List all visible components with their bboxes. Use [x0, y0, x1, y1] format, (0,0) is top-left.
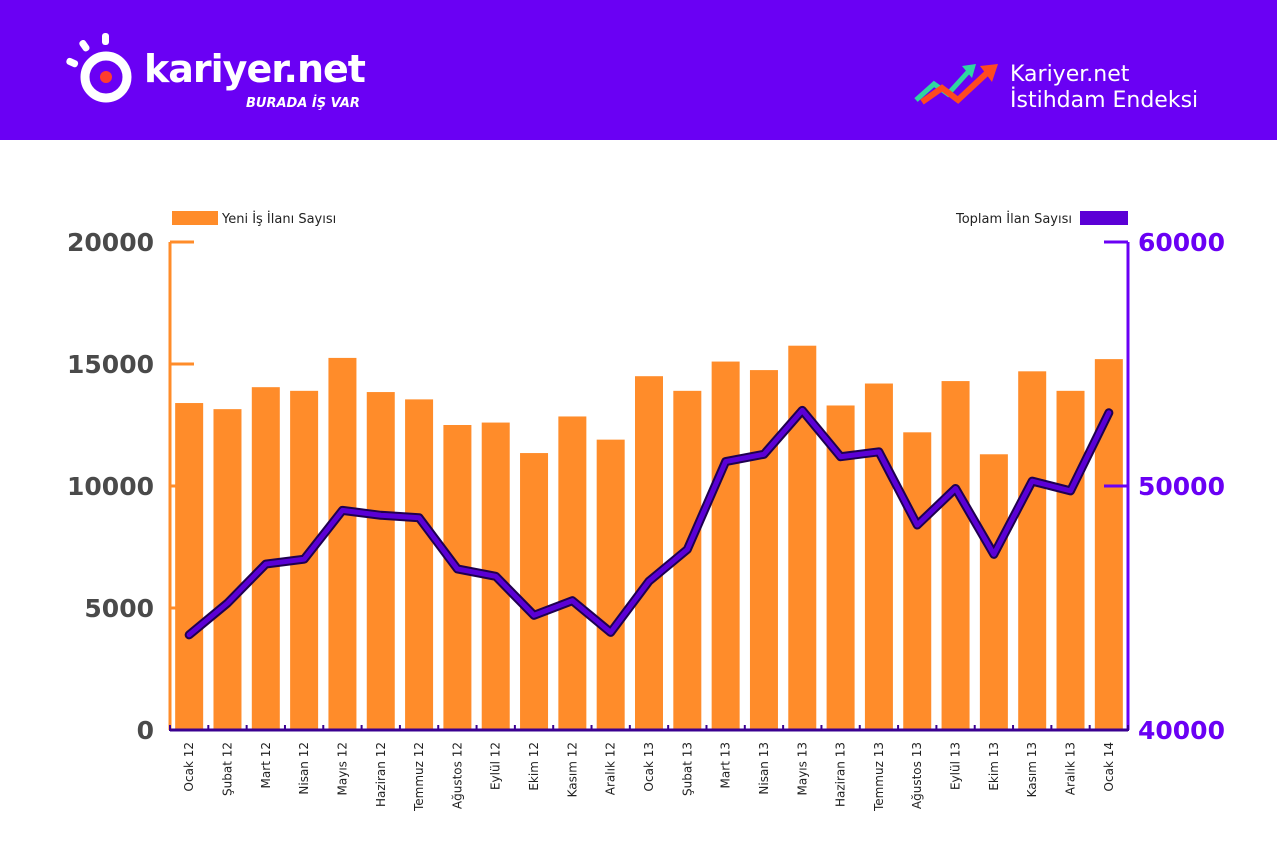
line-point-5 — [340, 508, 345, 513]
bar-19 — [864, 383, 893, 730]
line-point-19 — [876, 449, 881, 454]
bar-13 — [635, 376, 663, 730]
line-point-21 — [953, 486, 958, 491]
bar-11 — [558, 416, 587, 730]
x-tick-label: Temmuz 13 — [872, 742, 886, 812]
left-tick-label: 10000 — [67, 472, 154, 501]
line-point-16 — [761, 452, 766, 457]
left-axis: 0 5000 10000 15000 20000 — [67, 228, 194, 745]
x-tick-label: Mart 13 — [719, 742, 733, 788]
line-point-23 — [1030, 479, 1035, 484]
index-title: Kariyer.net İstihdam Endeksi — [1010, 62, 1198, 114]
line-point-25 — [1106, 410, 1111, 415]
bar-10 — [520, 453, 549, 730]
x-tick-label: Aralık 12 — [604, 742, 618, 795]
x-tick-label: Ağustos 12 — [450, 742, 464, 809]
x-tick-label: Temmuz 12 — [412, 742, 426, 812]
dual-axis-chart: 0 5000 10000 15000 20000 40000 50000 60000 Oca… — [67, 211, 1225, 812]
x-tick-label: Ocak 13 — [642, 742, 656, 791]
bar-5 — [328, 357, 357, 730]
bar-6 — [366, 392, 395, 730]
line-point-8 — [455, 566, 460, 571]
x-tick-label: Haziran 13 — [834, 742, 848, 807]
bar-8 — [443, 425, 472, 730]
x-tick-label: Eylül 12 — [489, 742, 503, 790]
x-tick-label: Ocak 14 — [1102, 742, 1116, 791]
bar-1 — [175, 403, 204, 730]
x-tick-label: Ekim 12 — [527, 742, 541, 791]
bar-15 — [711, 361, 740, 730]
index-title-line1: Kariyer.net — [1010, 62, 1130, 87]
line-point-17 — [800, 408, 805, 413]
trend-arrows-icon — [914, 64, 998, 105]
left-tick-label: 0 — [137, 716, 154, 745]
line-point-20 — [915, 523, 920, 528]
bar-21 — [941, 381, 970, 730]
bar-17 — [788, 345, 817, 730]
line-series-group — [184, 405, 1114, 640]
x-tick-label: Aralık 13 — [1064, 742, 1078, 795]
line-point-11 — [570, 598, 575, 603]
x-tick-label: Kasım 12 — [565, 742, 579, 797]
line-point-18 — [838, 454, 843, 459]
x-tick-label: Nisan 12 — [297, 742, 311, 795]
line-point-1 — [187, 632, 192, 637]
line-point-15 — [723, 459, 728, 464]
legend-label-line: Toplam İlan Sayısı — [955, 211, 1072, 227]
line-point-22 — [991, 552, 996, 557]
legend-label-bars: Yeni İş İlanı Sayısı — [221, 211, 336, 227]
x-tick-label: Kasım 13 — [1025, 742, 1039, 797]
x-tick-label: Ocak 12 — [182, 742, 196, 791]
x-axis: Ocak 12 Şubat 12 Mart 12 Nisan 12 Mayıs 12 Ha… — [169, 725, 1129, 812]
line-point-2 — [225, 601, 230, 606]
header-banner: kariyer.net BURADA İŞ VAR Kariyer.net İs… — [0, 0, 1277, 140]
left-tick-label: 5000 — [84, 594, 154, 623]
x-tick-label: Ağustos 13 — [910, 742, 924, 809]
x-tick-label: Mayıs 13 — [795, 742, 809, 795]
left-tick-label: 20000 — [67, 228, 154, 257]
x-tick-label: Mart 12 — [259, 742, 273, 788]
right-tick-label: 40000 — [1138, 716, 1225, 745]
index-title-line2: İstihdam Endeksi — [1010, 88, 1199, 113]
bar-2 — [213, 409, 242, 730]
bar-20 — [903, 432, 932, 730]
line-point-13 — [647, 579, 651, 584]
right-tick-label: 60000 — [1138, 228, 1225, 257]
right-axis: 40000 50000 60000 — [1104, 228, 1225, 745]
x-tick-label: Haziran 12 — [374, 742, 388, 807]
line-point-6 — [378, 513, 383, 518]
bar-23 — [1018, 371, 1047, 730]
line-point-14 — [685, 547, 690, 552]
bar-24 — [1056, 390, 1085, 730]
line-point-9 — [493, 574, 498, 579]
left-tick-label: 15000 — [67, 350, 154, 379]
brand-slogan: BURADA İŞ VAR — [246, 96, 360, 111]
x-tick-label: Mayıs 12 — [335, 742, 349, 795]
legend: Yeni İş İlanı Sayısı Toplam İlan Sayısı — [172, 211, 1128, 227]
x-tick-label: Şubat 13 — [680, 742, 694, 796]
x-tick-label: Eylül 13 — [949, 742, 963, 790]
line-point-10 — [532, 613, 537, 618]
bar-16 — [749, 370, 778, 730]
line-point-12 — [608, 630, 613, 635]
legend-swatch-bars — [172, 211, 218, 225]
x-tick-label: Ekim 13 — [987, 742, 1001, 791]
x-tick-label: Şubat 12 — [220, 742, 234, 796]
bar-22 — [979, 454, 1008, 730]
legend-swatch-line — [1080, 211, 1128, 225]
line-point-7 — [417, 515, 422, 520]
brand-name: kariyer.net — [144, 47, 366, 91]
line-point-3 — [263, 562, 268, 567]
right-tick-label: 50000 — [1138, 472, 1225, 501]
bar-12 — [596, 439, 625, 730]
line-point-4 — [302, 557, 307, 562]
x-tick-label: Nisan 13 — [757, 742, 771, 795]
bar-7 — [405, 399, 434, 730]
line-point-24 — [1068, 488, 1073, 493]
kariyer-logo-icon — [66, 33, 132, 103]
